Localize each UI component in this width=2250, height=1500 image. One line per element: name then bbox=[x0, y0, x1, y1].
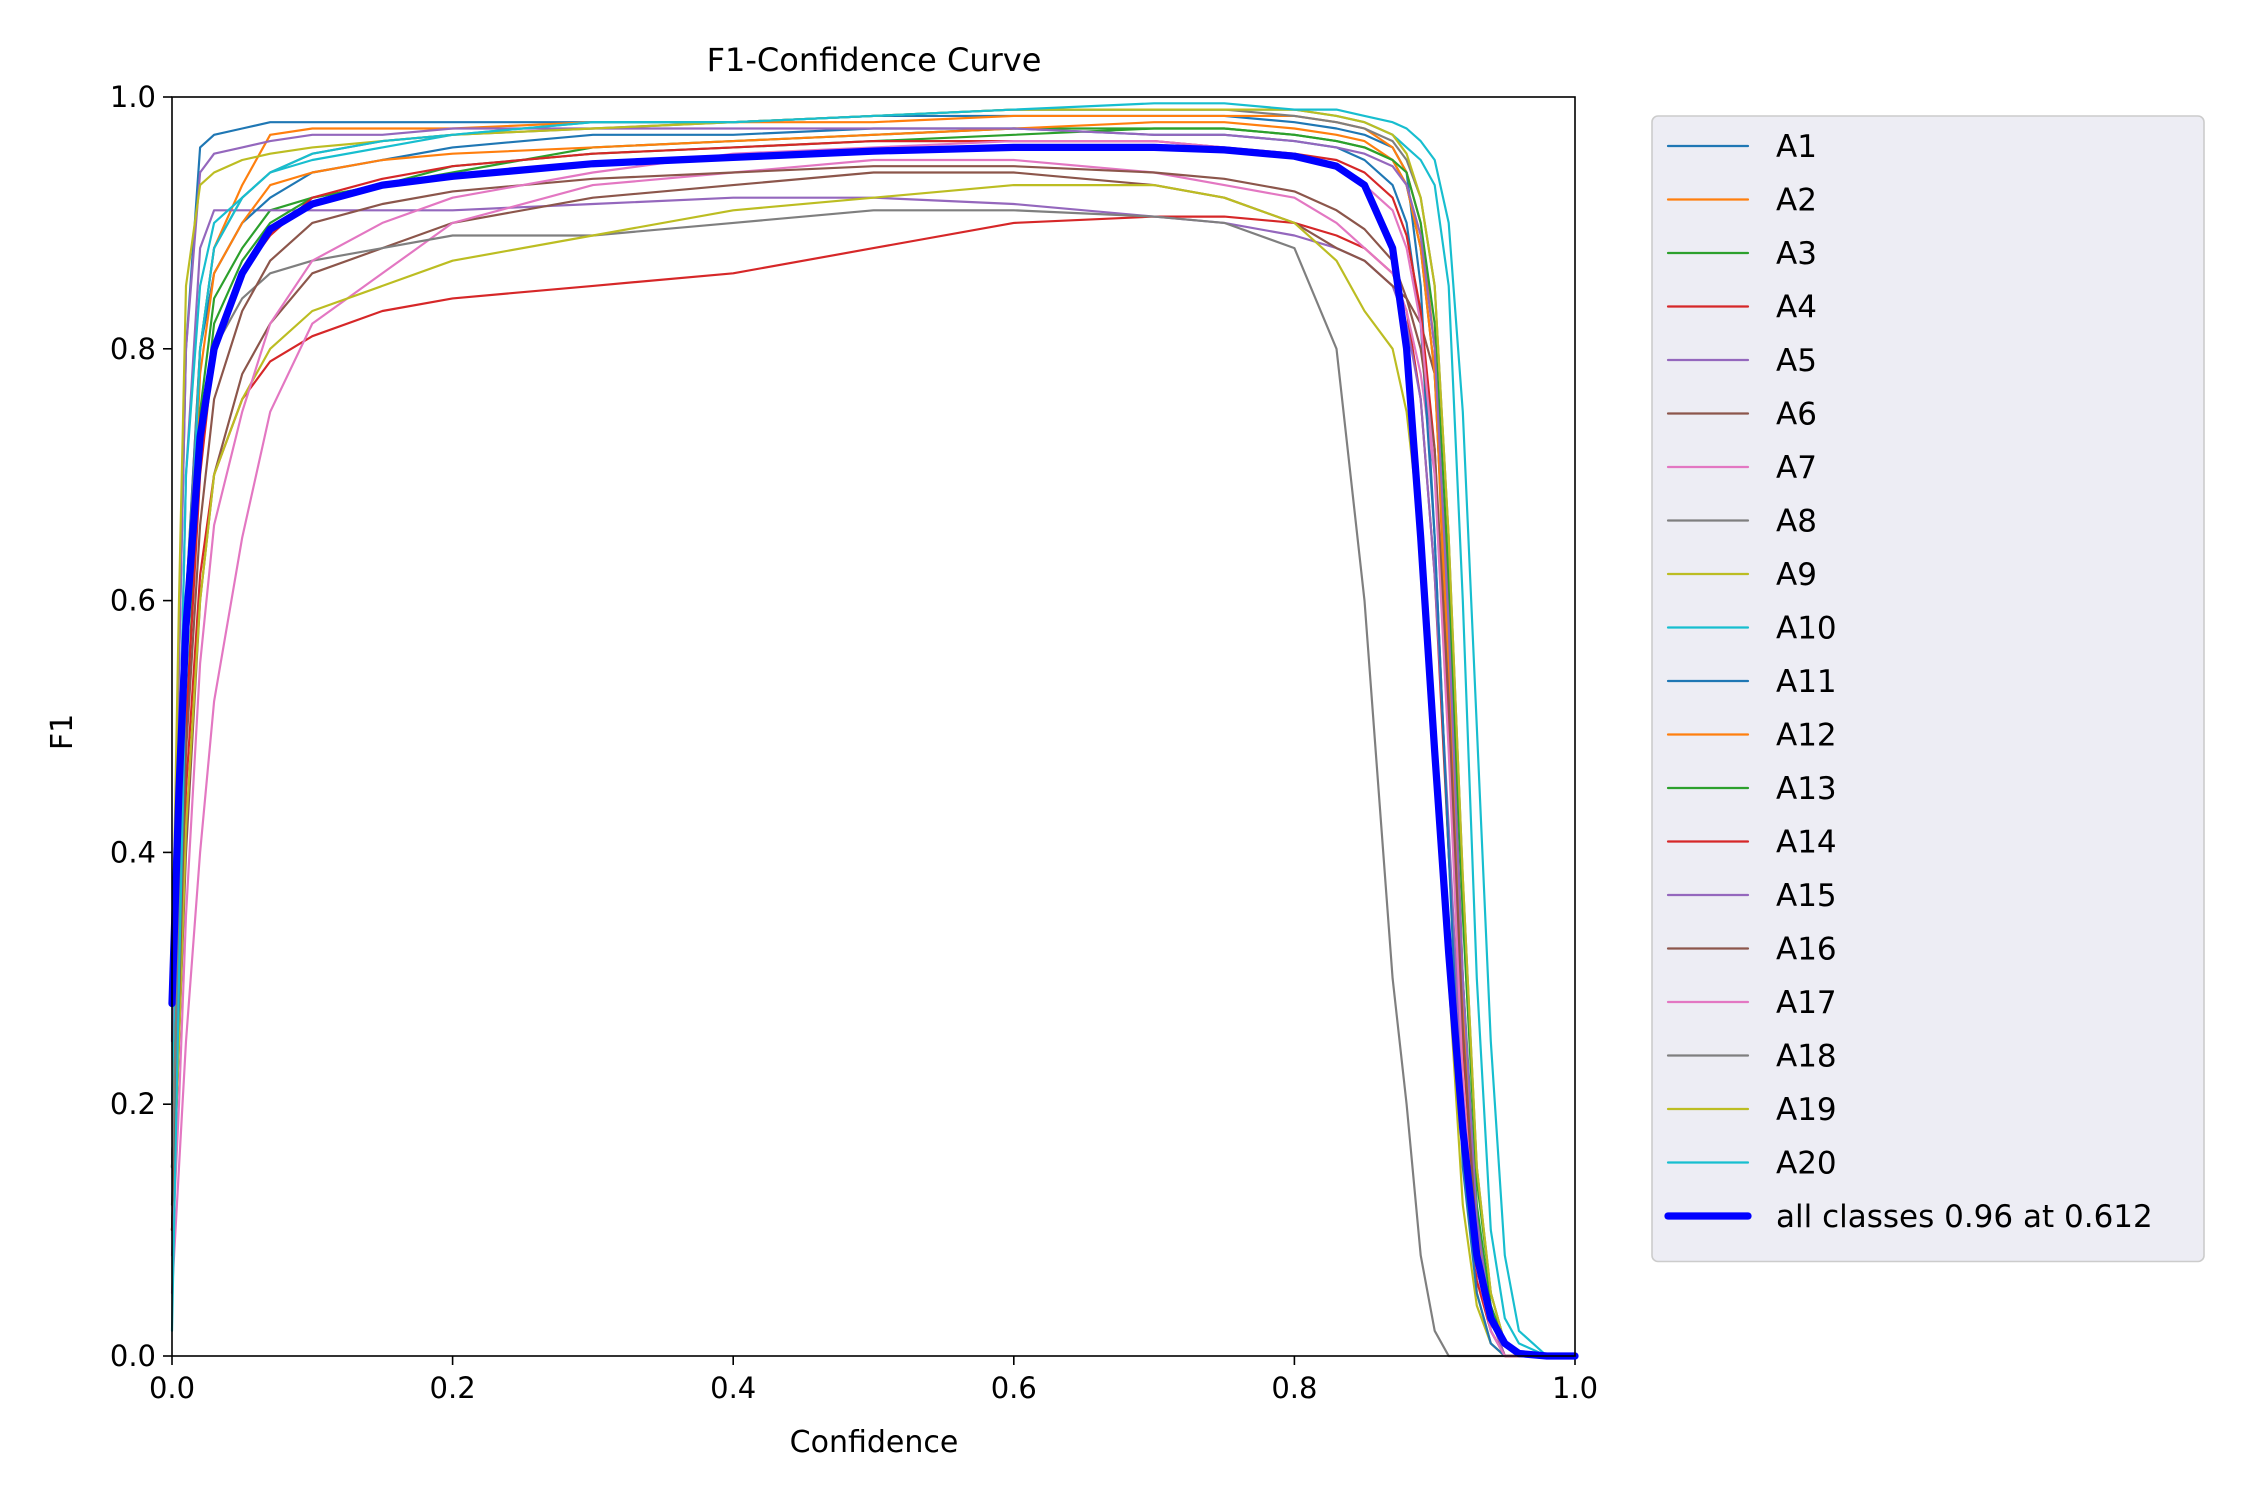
legend: A1 A2 A3 A4 A5 A6 A7 A8 A9 A10 A11 A12 A13 A14 A15 A16 A… bbox=[1651, 115, 2205, 1263]
x-tick-label: 0.0 bbox=[149, 1371, 195, 1405]
legend-label: A7 bbox=[1776, 450, 1817, 486]
legend-entry: A6 bbox=[1666, 397, 1817, 433]
legend-entry: A15 bbox=[1666, 878, 1837, 914]
series-line-9 bbox=[170, 184, 1577, 1358]
legend-entry: A3 bbox=[1666, 236, 1817, 272]
legend-entry: A8 bbox=[1666, 504, 1817, 540]
legend-entry: A1 bbox=[1666, 129, 1817, 165]
legend-label: A11 bbox=[1776, 664, 1837, 700]
legend-label: A12 bbox=[1776, 718, 1837, 754]
y-tick-label: 0.4 bbox=[110, 835, 156, 869]
x-tick-label: 0.6 bbox=[991, 1371, 1037, 1405]
x-axis-label: Confidence bbox=[790, 1425, 959, 1460]
legend-box bbox=[1651, 115, 2205, 1263]
legend-entry: A19 bbox=[1666, 1092, 1837, 1128]
legend-label: A6 bbox=[1776, 397, 1817, 433]
plot-frame bbox=[171, 96, 1576, 1357]
legend-label: A1 bbox=[1776, 129, 1817, 165]
series-line-20 bbox=[170, 102, 1577, 1358]
legend-label: all classes 0.96 at 0.612 bbox=[1776, 1199, 2153, 1235]
y-axis-ticks: 0.0 0.2 0.4 0.6 0.8 1.0 bbox=[110, 80, 172, 1373]
legend-label: A15 bbox=[1776, 878, 1837, 914]
legend-entry: A5 bbox=[1666, 343, 1817, 379]
legend-label: A9 bbox=[1776, 557, 1817, 593]
legend-label: A14 bbox=[1776, 825, 1837, 861]
chart-title: F1-Confidence Curve bbox=[707, 41, 1042, 79]
legend-entry: A4 bbox=[1666, 290, 1817, 326]
legend-entry: A11 bbox=[1666, 664, 1837, 700]
legend-label: A18 bbox=[1776, 1039, 1837, 1075]
series-line-13 bbox=[170, 127, 1577, 1358]
y-tick-label: 0.0 bbox=[110, 1339, 156, 1373]
legend-entry: A12 bbox=[1666, 718, 1837, 754]
legend-entry: A17 bbox=[1666, 985, 1837, 1021]
legend-entry: A20 bbox=[1666, 1146, 1837, 1182]
legend-label: A20 bbox=[1776, 1146, 1837, 1182]
x-tick-label: 0.2 bbox=[430, 1371, 476, 1405]
series-line-19 bbox=[170, 108, 1577, 1358]
legend-entry: A7 bbox=[1666, 450, 1817, 486]
y-tick-label: 0.6 bbox=[110, 584, 156, 618]
legend-label: A4 bbox=[1776, 290, 1817, 326]
legend-entry: A10 bbox=[1666, 611, 1837, 647]
legend-label: A2 bbox=[1776, 183, 1817, 219]
series-line-21 bbox=[168, 143, 1579, 1360]
legend-entry: all classes 0.96 at 0.612 bbox=[1664, 1199, 2153, 1235]
legend-entry: A16 bbox=[1666, 932, 1837, 968]
legend-label: A17 bbox=[1776, 985, 1837, 1021]
series-line-15 bbox=[170, 127, 1577, 1358]
y-tick-label: 1.0 bbox=[110, 80, 156, 114]
x-tick-label: 0.4 bbox=[710, 1371, 756, 1405]
y-tick-label: 0.8 bbox=[110, 332, 156, 366]
legend-label: A3 bbox=[1776, 236, 1817, 272]
legend-entry: A9 bbox=[1666, 557, 1817, 593]
legend-label: A10 bbox=[1776, 611, 1837, 647]
x-axis-ticks: 0.0 0.2 0.4 0.6 0.8 1.0 bbox=[149, 1356, 1598, 1405]
legend-entry: A18 bbox=[1666, 1039, 1837, 1075]
x-tick-label: 0.8 bbox=[1271, 1371, 1317, 1405]
legend-label: A8 bbox=[1776, 504, 1817, 540]
legend-entry: A14 bbox=[1666, 825, 1837, 861]
legend-entry: A13 bbox=[1666, 771, 1837, 807]
x-tick-label: 1.0 bbox=[1552, 1371, 1598, 1405]
y-tick-label: 0.2 bbox=[110, 1087, 156, 1121]
plot-lines bbox=[168, 102, 1579, 1360]
legend-entry: A2 bbox=[1666, 183, 1817, 219]
legend-label: A16 bbox=[1776, 932, 1837, 968]
legend-label: A13 bbox=[1776, 771, 1837, 807]
legend-label: A5 bbox=[1776, 343, 1817, 379]
legend-label: A19 bbox=[1776, 1092, 1837, 1128]
y-axis-label: F1 bbox=[45, 714, 80, 750]
